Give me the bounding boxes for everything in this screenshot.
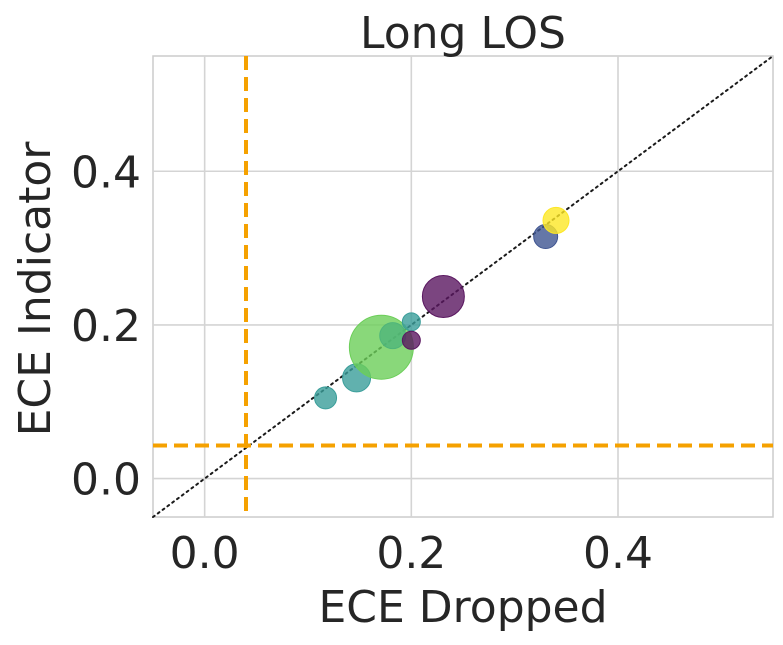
tick-labels: 0.0 0.2 0.4 0.0 0.2 0.4	[71, 147, 653, 579]
data-point-5	[401, 312, 421, 332]
chart-title: Long LOS	[360, 8, 566, 59]
reference-lines	[152, 55, 774, 518]
y-axis-label: ECE Indicator	[10, 141, 61, 437]
x-tick-label: 0.2	[376, 528, 446, 579]
data-point-6	[401, 330, 421, 350]
data-point-7	[421, 274, 465, 318]
data-point-1	[314, 386, 338, 410]
x-tick-label: 0.4	[583, 528, 653, 579]
x-axis-label: ECE Dropped	[318, 582, 607, 633]
y-tick-label: 0.0	[71, 455, 141, 506]
data-points	[314, 206, 570, 410]
data-point-4	[379, 322, 407, 350]
grid-lines	[153, 56, 773, 517]
x-tick-label: 0.0	[170, 528, 240, 579]
identity-diagonal-line	[152, 55, 774, 518]
data-point-9	[542, 206, 570, 234]
y-tick-label: 0.4	[71, 147, 141, 198]
y-tick-label: 0.2	[71, 301, 141, 352]
